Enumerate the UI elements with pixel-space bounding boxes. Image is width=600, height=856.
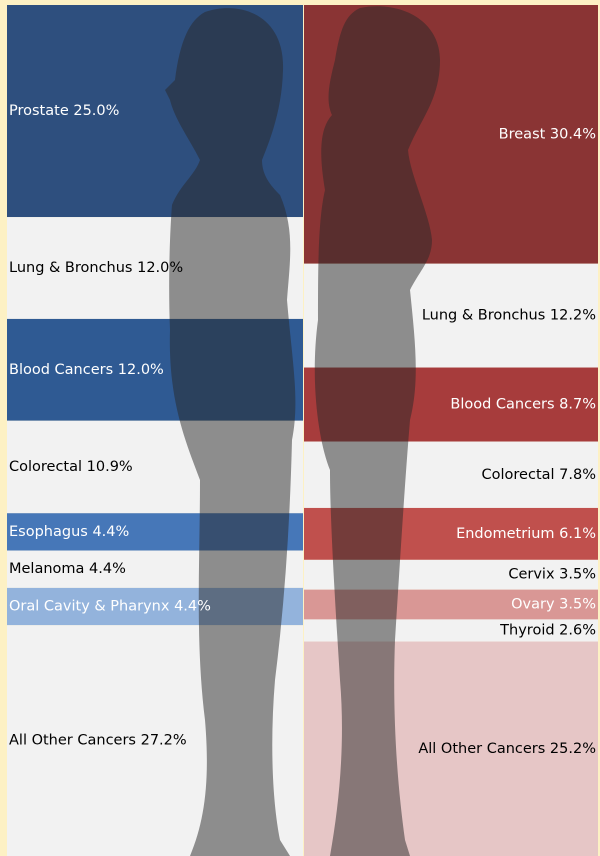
category-label: Esophagus [9,524,88,540]
value-label: 25.0% [73,103,119,119]
value-label: 12.0% [137,260,183,276]
value-label: 3.5% [559,567,596,583]
band-label: Esophagus 4.4% [9,524,129,540]
band-label: Ovary 3.5% [511,597,596,613]
category-label: Endometrium [456,526,554,542]
band-label: Colorectal 7.8% [482,467,596,483]
value-label: 12.0% [118,362,164,378]
band-label: All Other Cancers 27.2% [9,733,187,749]
value-label: 25.2% [550,741,596,757]
category-label: Lung & Bronchus [9,260,133,276]
category-label: All Other Cancers [9,733,136,749]
category-label: Colorectal [482,467,555,483]
category-label: Oral Cavity & Pharynx [9,599,170,615]
band-label: Endometrium 6.1% [456,526,596,542]
category-label: Prostate [9,103,69,119]
band-label: Blood Cancers 8.7% [450,397,596,413]
value-label: 8.7% [559,397,596,413]
value-label: 4.4% [174,599,211,615]
category-label: Lung & Bronchus [422,308,546,324]
band-label: Thyroid 2.6% [499,622,596,638]
value-label: 12.2% [550,308,596,324]
band-label: Lung & Bronchus 12.2% [422,308,596,324]
band-label: Lung & Bronchus 12.0% [9,260,183,276]
band-label: Breast 30.4% [499,126,596,142]
band-label: Oral Cavity & Pharynx 4.4% [9,599,211,615]
infographic: Prostate 25.0%Lung & Bronchus 12.0%Blood… [0,0,600,856]
value-label: 6.1% [559,526,596,542]
value-label: 30.4% [550,126,596,142]
category-label: Colorectal [9,459,82,475]
category-label: Thyroid [499,622,554,638]
band-label: Melanoma 4.4% [9,561,126,577]
value-label: 3.5% [559,597,596,613]
category-label: Melanoma [9,561,84,577]
value-label: 27.2% [141,733,187,749]
category-label: Ovary [511,597,555,613]
band-label: Blood Cancers 12.0% [9,362,164,378]
band-label: Colorectal 10.9% [9,459,133,475]
category-label: Cervix [508,567,555,583]
category-label: Breast [499,126,546,142]
value-label: 10.9% [87,459,133,475]
category-label: Blood Cancers [450,397,554,413]
value-label: 2.6% [559,622,596,638]
band-label: All Other Cancers 25.2% [418,741,596,757]
band-label: Cervix 3.5% [508,567,596,583]
value-label: 4.4% [89,561,126,577]
category-label: All Other Cancers [418,741,545,757]
category-label: Blood Cancers [9,362,113,378]
page: {"chart_data": [ {"type": "stack", "cate… [0,0,600,856]
value-label: 4.4% [92,524,129,540]
band-label: Prostate 25.0% [9,103,119,119]
value-label: 7.8% [559,467,596,483]
